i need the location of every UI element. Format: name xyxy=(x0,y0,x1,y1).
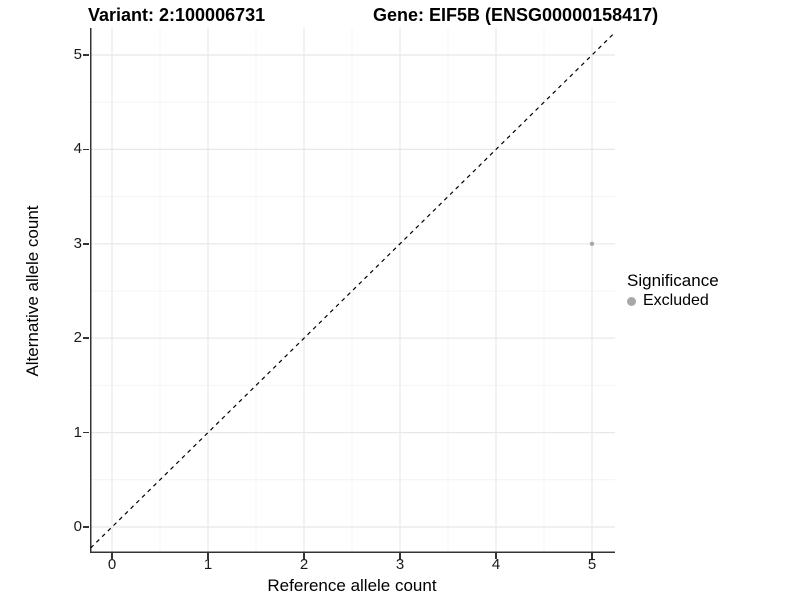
x-tick-mark xyxy=(111,553,113,559)
y-tick-label: 2 xyxy=(73,329,82,347)
x-tick-mark xyxy=(495,553,497,559)
data-point xyxy=(589,241,595,246)
plot-title-variant: Variant: 2:100006731 xyxy=(88,5,266,25)
y-tick-mark xyxy=(83,337,89,339)
y-tick-mark xyxy=(83,526,89,528)
legend: Significance Excluded xyxy=(627,271,719,310)
x-tick-label: 4 xyxy=(491,556,501,573)
legend-item-excluded: Excluded xyxy=(627,292,719,310)
y-axis-title: Alternative allele count xyxy=(23,205,42,377)
x-axis-title: Reference allele count xyxy=(267,576,437,595)
plot-panel xyxy=(90,28,615,553)
x-tick-label: 1 xyxy=(203,556,213,573)
x-tick-mark xyxy=(303,553,305,559)
excluded-point-icon xyxy=(627,296,636,306)
legend-title: Significance xyxy=(627,271,719,290)
y-tick-label: 1 xyxy=(73,423,82,441)
x-tick-label: 3 xyxy=(395,556,405,573)
legend-item-label: Excluded xyxy=(643,292,709,309)
y-tick-label: 3 xyxy=(73,234,82,252)
plot-title-gene: Gene: EIF5B (ENSG00000158417) xyxy=(373,5,659,25)
x-tick-label: 2 xyxy=(299,556,309,573)
y-tick-mark xyxy=(83,54,89,56)
y-tick-label: 5 xyxy=(73,46,82,63)
x-tick-mark xyxy=(207,553,209,559)
x-tick-label: 0 xyxy=(107,556,117,573)
y-tick-mark xyxy=(83,148,89,151)
x-tick-mark xyxy=(591,553,593,559)
y-tick-label: 4 xyxy=(73,140,82,158)
x-tick-mark xyxy=(399,553,401,559)
x-tick-label: 5 xyxy=(587,556,597,573)
y-tick-label: 0 xyxy=(73,518,82,535)
y-tick-mark xyxy=(83,431,89,434)
y-tick-mark xyxy=(83,243,89,245)
